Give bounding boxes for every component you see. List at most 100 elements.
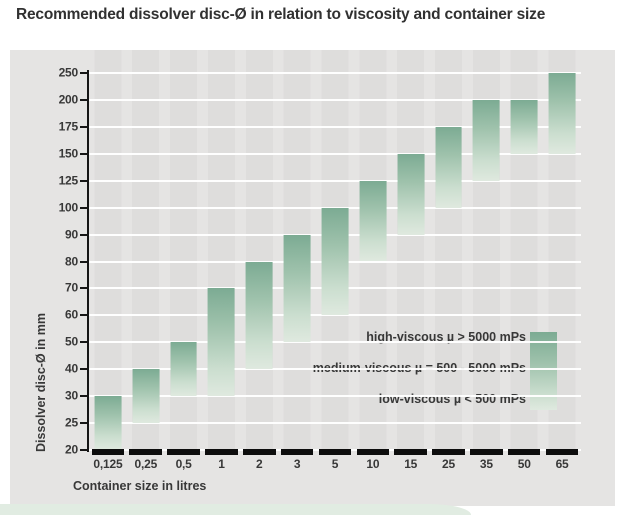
chart-panel: 250 200 175 150 125 100 90 80 70 60 50 40 30 25 20 0,1…: [10, 50, 615, 506]
y-tick-mark-80: [80, 260, 87, 263]
y-tick-mark-250: [80, 72, 87, 74]
y-tick-label-80: 80: [65, 254, 78, 269]
x-tick-label-5: 5: [331, 457, 339, 471]
legend-labels: high-viscous µ > 5000 mPs medium-viscous…: [313, 322, 526, 415]
x-axis-title: Container size in litres: [73, 479, 207, 493]
y-axis-line: [87, 70, 89, 452]
gridline-150: [89, 152, 581, 155]
x-axis-dash-3: [280, 449, 314, 455]
gridline-30: [89, 395, 581, 398]
y-tick-mark-40: [80, 368, 87, 371]
gridline-200: [89, 98, 581, 101]
category-column-25: 25: [430, 73, 468, 471]
x-tick-label-15: 15: [404, 457, 418, 471]
category-column-15: 15: [392, 73, 430, 471]
y-tick-label-25: 25: [65, 415, 78, 430]
x-axis-dash-0,25: [129, 449, 163, 455]
x-axis-dash-35: [470, 449, 503, 455]
category-column-5: 5: [316, 73, 354, 471]
y-tick-mark-200: [80, 98, 87, 101]
y-tick-mark-100: [80, 206, 87, 209]
range-bar-0,125L: [94, 396, 122, 450]
category-column-0,125: 0,125: [89, 73, 127, 471]
y-axis-ticks: [80, 72, 87, 451]
y-tick-label-250: 250: [58, 65, 79, 80]
gridline-175: [89, 125, 581, 128]
x-axis-dash-1: [205, 449, 238, 455]
footer-accent-band: [0, 504, 471, 515]
x-tick-label-10: 10: [366, 457, 380, 471]
range-bar-50L: [510, 99, 538, 154]
y-tick-mark-125: [80, 179, 87, 182]
y-tick-label-90: 90: [65, 227, 78, 242]
range-bar-0,25L: [132, 369, 160, 424]
range-bar-10L: [359, 180, 387, 262]
y-tick-label-125: 125: [58, 173, 79, 188]
y-tick-mark-50: [80, 341, 87, 344]
gridline-50: [89, 341, 581, 344]
range-bar-35L: [472, 99, 500, 181]
x-tick-label-65: 65: [555, 457, 569, 471]
gridline-125: [89, 179, 581, 182]
y-tick-mark-60: [80, 314, 87, 317]
range-bar-1L: [208, 288, 235, 397]
x-tick-label-0,5: 0,5: [175, 457, 192, 471]
x-axis-dash-0,5: [167, 449, 200, 455]
x-tick-label-0,25: 0,25: [134, 457, 158, 471]
range-bar-2L: [245, 261, 273, 370]
x-axis-dash-50: [507, 449, 541, 455]
y-tick-label-175: 175: [58, 119, 79, 134]
y-tick-mark-150: [80, 152, 87, 155]
category-column-50: 50: [505, 73, 543, 471]
gridline-25: [89, 422, 581, 425]
x-tick-label-35: 35: [479, 457, 493, 471]
range-bar-0,5L: [170, 342, 198, 397]
category-column-1: 1: [203, 73, 241, 471]
y-tick-label-70: 70: [65, 281, 78, 296]
range-bar-5L: [321, 207, 349, 316]
x-axis-dash-2: [243, 449, 276, 455]
range-bar-15L: [397, 153, 425, 235]
x-axis-dash-0,125: [91, 449, 125, 455]
x-tick-label-1: 1: [218, 457, 225, 471]
legend-label-high-viscous: high-viscous µ > 5000 mPs: [366, 330, 526, 344]
y-tick-label-100: 100: [58, 200, 79, 215]
x-axis-dash-5: [318, 449, 352, 455]
x-axis-dash-65: [545, 449, 579, 455]
range-bar-65L: [548, 73, 576, 154]
range-bar-3L: [283, 234, 311, 343]
plot-area: 0,125 0,25 0,5 1 2 3 5 10 15 25 35 50 65: [89, 72, 581, 471]
x-tick-label-3: 3: [293, 457, 301, 471]
range-bar-25L: [435, 126, 462, 208]
x-tick-label-0,125: 0,125: [93, 457, 123, 471]
x-axis-dash-10: [356, 449, 390, 455]
category-column-0,25: 0,25: [127, 73, 165, 471]
y-tick-mark-70: [80, 287, 87, 290]
y-axis-tick-labels: 250 200 175 150 125 100 90 80 70 60 50 40 30 25 20: [28, 66, 79, 457]
gridline-250: [89, 72, 581, 74]
category-column-65: 65: [543, 73, 581, 471]
x-tick-label-50: 50: [517, 457, 531, 471]
legend-label-medium-viscous: medium-viscous µ = 500 - 5000 mPs: [313, 353, 526, 384]
bar-columns: 0,125 0,25 0,5 1 2 3 5 10 15 25 35 50 65: [89, 73, 581, 471]
y-tick-mark-25: [80, 422, 87, 425]
y-tick-label-20: 20: [65, 442, 78, 457]
y-tick-mark-20: [80, 449, 87, 451]
chart-title: Recommended dissolver disc-Ø in relation…: [16, 6, 546, 23]
gridline-60: [89, 314, 581, 317]
y-tick-label-200: 200: [58, 92, 79, 107]
x-tick-label-25: 25: [442, 457, 455, 471]
category-column-0,5: 0,5: [165, 73, 203, 471]
x-axis-dash-25: [432, 449, 465, 455]
legend-label-low-viscous: low-viscous µ < 500 mPs: [378, 392, 526, 406]
y-tick-label-150: 150: [58, 146, 79, 161]
y-tick-label-30: 30: [65, 388, 78, 403]
y-axis-title: Dissolver disc-Ø in mm: [34, 313, 48, 452]
legend-gradient-swatch: [530, 332, 557, 410]
y-tick-label-50: 50: [65, 335, 78, 350]
x-tick-label-2: 2: [256, 457, 263, 471]
category-column-10: 10: [354, 73, 392, 471]
category-column-2: 2: [240, 73, 278, 471]
gridline-40: [89, 368, 581, 371]
